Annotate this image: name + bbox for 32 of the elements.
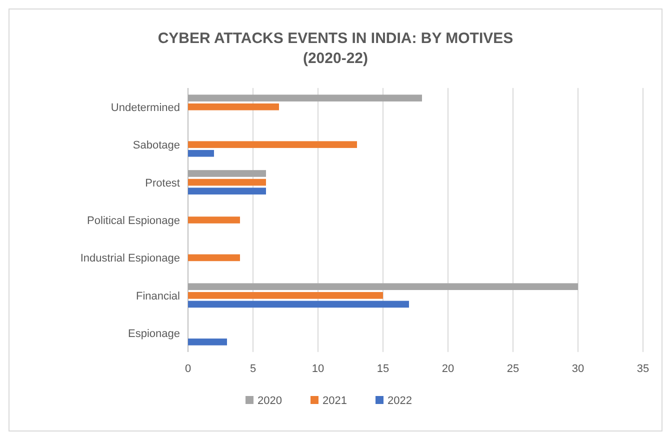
bar <box>188 292 383 299</box>
bar <box>188 188 266 194</box>
x-tick-label: 25 <box>506 363 520 375</box>
bar <box>188 338 227 346</box>
x-tick-label: 0 <box>184 363 192 375</box>
y-tick-label: Financial <box>136 290 180 302</box>
bar <box>188 254 240 262</box>
y-tick-label: Undetermined <box>110 102 180 114</box>
legend-label: 2020 <box>258 395 282 407</box>
y-tick-label: Political Espionage <box>87 215 180 227</box>
x-tick-label: 35 <box>636 363 650 375</box>
x-tick-label: 10 <box>312 363 324 375</box>
x-tick-label: 20 <box>442 363 454 375</box>
legend-label: 2022 <box>388 395 412 407</box>
bar <box>188 216 240 224</box>
bar <box>188 170 266 177</box>
bar <box>188 150 214 157</box>
x-tick-label: 15 <box>376 363 390 375</box>
bar <box>188 103 279 110</box>
y-tick-label: Sabotage <box>132 140 180 152</box>
y-tick-label: Protest <box>145 177 180 190</box>
x-tick-label: 30 <box>572 363 584 375</box>
bar <box>188 300 409 308</box>
y-tick-label: Espionage <box>128 328 180 340</box>
legend-label: 2021 <box>322 395 347 407</box>
chart-title: CYBER ATTACKS EVENTS IN INDIA: BY MOTIVES (2020-22) <box>158 30 514 67</box>
bar <box>188 94 422 102</box>
bar <box>188 178 266 186</box>
bar <box>188 141 357 148</box>
y-tick-label: Industrial Espionage <box>80 252 180 265</box>
bar <box>188 283 578 290</box>
x-tick-label: 5 <box>250 363 256 375</box>
